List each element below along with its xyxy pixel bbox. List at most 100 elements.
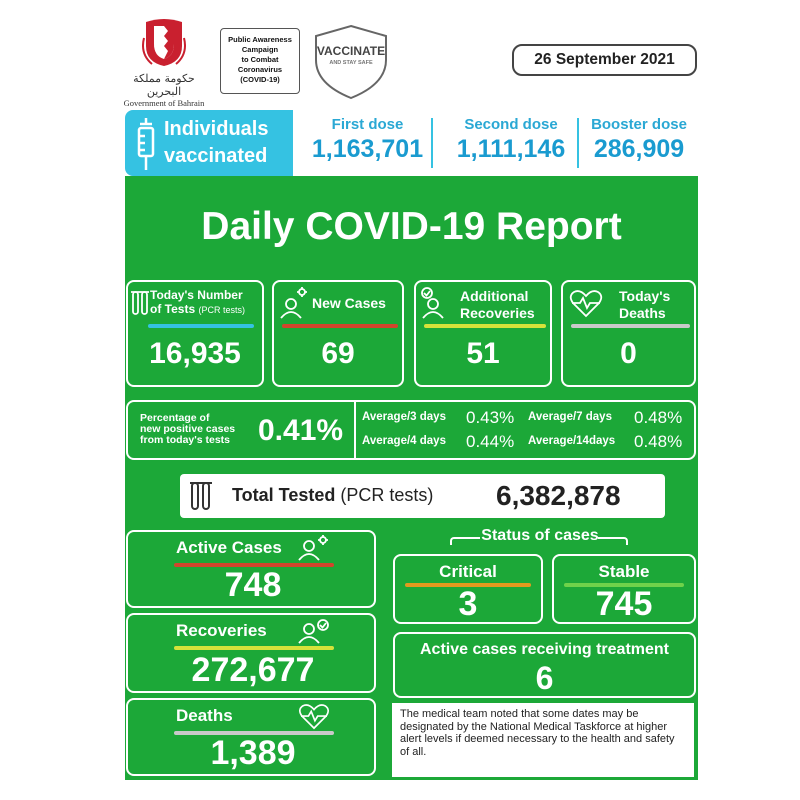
heart-pulse-icon — [569, 290, 603, 318]
syringe-icon — [137, 118, 155, 170]
avg7-label: Average/7 days — [528, 411, 612, 423]
booster-dose-value: 286,909 — [593, 135, 685, 163]
active-cases-box: Active Cases 748 — [126, 530, 376, 608]
virus-person-icon — [280, 287, 307, 319]
tests-label-line2: of Tests (PCR tests) — [150, 302, 245, 316]
dose-divider — [577, 118, 579, 168]
positivity-label-line1: Percentage of — [140, 412, 210, 424]
second-dose-label: Second dose — [464, 116, 558, 133]
tests-label-line1: Today's Number — [150, 288, 243, 302]
positivity-label-line2: new positive cases — [140, 423, 236, 435]
government-name-english: Government of Bahrain — [123, 98, 205, 108]
total-recoveries-bar — [174, 646, 334, 650]
total-tested-bar: Total Tested (PCR tests) 6,382,878 — [180, 474, 665, 518]
report-date: 26 September 2021 — [512, 44, 697, 76]
avg3-label: Average/3 days — [362, 411, 446, 423]
avg4-value: 0.44% — [466, 432, 515, 451]
additional-recoveries-box: Additional Recoveries 51 — [414, 280, 552, 387]
deaths-value: 0 — [620, 337, 637, 370]
booster-dose: Booster dose 286,909 — [580, 116, 698, 164]
total-tested-label: Total Tested (PCR tests) — [232, 485, 433, 506]
report-title: Daily COVID-19 Report — [201, 205, 622, 248]
stable-box: Stable 745 — [552, 554, 696, 624]
tests-label-of: of Tests — [150, 302, 196, 316]
bahrain-emblem-icon — [142, 19, 186, 66]
stable-bar — [564, 583, 684, 587]
vaccination-strip: Individuals vaccinated First dose 1,163,… — [125, 110, 698, 176]
treatment-label: Active cases receiving treatment — [419, 641, 669, 658]
critical-value: 3 — [458, 585, 478, 623]
positivity-value: 0.41% — [258, 414, 344, 447]
new-cases-value: 69 — [321, 337, 355, 370]
avg14-value: 0.48% — [634, 432, 683, 451]
avg4-label: Average/4 days — [362, 435, 446, 447]
positivity-box: Percentage of new positive cases from to… — [126, 400, 696, 460]
first-dose-label: First dose — [331, 116, 404, 133]
total-tested-label-rest: (PCR tests) — [335, 485, 434, 505]
critical-label: Critical — [439, 562, 497, 581]
status-bracket-left — [450, 537, 480, 545]
new-cases-label: New Cases — [312, 295, 386, 311]
government-name-arabic: حكومة مملكة البحرين — [133, 72, 195, 98]
todays-tests-box: Today's Number of Tests (PCR tests) 16,9… — [126, 280, 264, 387]
critical-box: Critical 3 — [393, 554, 543, 624]
second-dose-value: 1,111,146 — [456, 135, 566, 163]
stable-value: 745 — [595, 585, 653, 623]
shield-icon — [315, 24, 387, 100]
active-cases-value: 748 — [224, 566, 282, 604]
deaths-bar — [571, 324, 690, 328]
first-dose-value: 1,163,701 — [311, 135, 424, 163]
campaign-line: Coronavirus — [237, 65, 283, 74]
active-cases-bar — [174, 563, 334, 567]
report-card — [125, 140, 698, 780]
tests-label-sub: (PCR tests) — [198, 305, 245, 315]
deaths-label-line2: Deaths — [619, 305, 666, 321]
deaths-label-line1: Today's — [619, 288, 671, 304]
medical-team-note: The medical team noted that some dates m… — [392, 703, 694, 777]
campaign-line: Public Awareness — [228, 35, 292, 44]
receiving-treatment-box: Active cases receiving treatment 6 — [393, 632, 696, 698]
total-deaths-value: 1,389 — [210, 734, 296, 772]
virus-person-icon — [298, 535, 328, 561]
deaths-box: Deaths 1,389 — [126, 698, 376, 776]
stable-label: Stable — [598, 562, 650, 581]
positivity-divider — [354, 402, 356, 458]
avg3-value: 0.43% — [466, 408, 515, 427]
recoveries-value: 51 — [466, 337, 500, 370]
test-tubes-icon — [190, 482, 212, 510]
vaccinated-label-line2: vaccinated — [164, 145, 268, 167]
total-deaths-bar — [174, 731, 334, 735]
total-recoveries-label: Recoveries — [176, 621, 267, 640]
test-tubes-icon — [131, 291, 149, 315]
campaign-badge: Public Awareness Campaign to Combat Coro… — [220, 28, 300, 94]
vaccinate-shield-badge: VACCINATE AND STAY SAFE — [310, 22, 392, 102]
status-title: Status of cases — [481, 527, 599, 544]
campaign-line: Campaign — [241, 45, 279, 54]
critical-bar — [405, 583, 531, 587]
positivity-label-line3: from today's tests — [140, 434, 231, 446]
todays-deaths-box: Today's Deaths 0 — [561, 280, 696, 387]
total-deaths-label: Deaths — [176, 706, 233, 725]
treatment-value: 6 — [535, 660, 554, 696]
individuals-vaccinated-label: Individuals vaccinated — [125, 110, 293, 176]
shield-subtitle: AND STAY SAFE — [329, 60, 373, 66]
recoveries-bar — [424, 324, 546, 328]
total-recoveries-value: 272,677 — [191, 651, 315, 689]
recoveries-label-line2: Recoveries — [460, 305, 535, 321]
heart-pulse-icon — [299, 704, 329, 730]
vaccinated-label-line1: Individuals — [164, 118, 269, 140]
avg7-value: 0.48% — [634, 408, 683, 427]
active-cases-label: Active Cases — [176, 538, 282, 557]
total-tested-value: 6,382,878 — [496, 480, 621, 511]
recoveries-box: Recoveries 272,677 — [126, 613, 376, 693]
recoveries-label-line1: Additional — [460, 288, 529, 304]
total-tested-label-bold: Total Tested — [232, 485, 336, 505]
recovered-person-icon — [298, 619, 329, 644]
dose-divider — [431, 118, 433, 168]
tests-bar — [148, 324, 254, 328]
campaign-line: (COVID-19) — [240, 75, 280, 84]
booster-dose-label: Booster dose — [591, 116, 687, 133]
second-dose: Second dose 1,111,146 — [443, 116, 579, 164]
campaign-line: to Combat — [241, 55, 279, 64]
government-logo: حكومة مملكة البحرين Government of Bahrai… — [118, 18, 210, 108]
